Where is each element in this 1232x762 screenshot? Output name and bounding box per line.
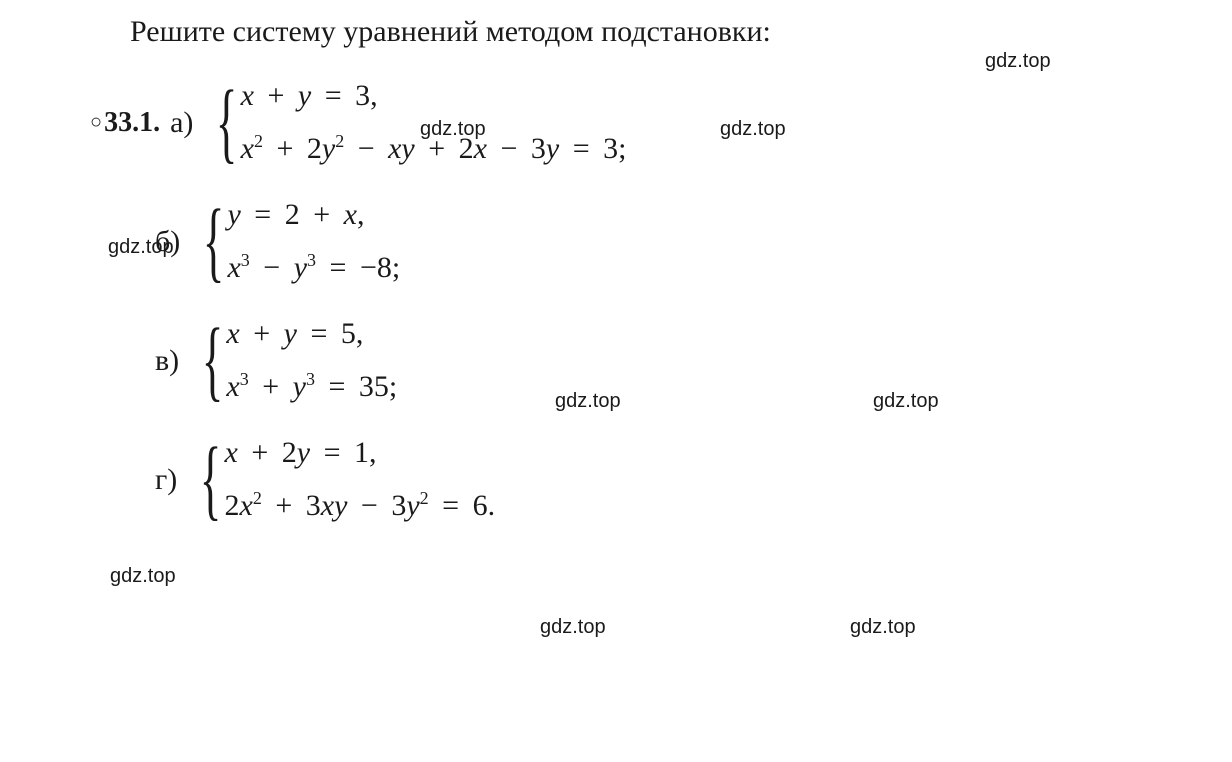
system-d: { x + 2y = 1, 2x2 + 3xy − 3y2 = 6. bbox=[189, 436, 495, 523]
system-c: { x + y = 5, x3 + y3 = 35; bbox=[191, 317, 397, 404]
equation-b2: x3 − y3 = −8; bbox=[227, 250, 400, 285]
watermark: gdz.top bbox=[540, 616, 606, 639]
watermark: gdz.top bbox=[555, 390, 621, 413]
problem-b-row: б) { y = 2 + x, x3 − y3 = −8; bbox=[155, 198, 1232, 285]
equation-d1: x + 2y = 1, bbox=[225, 436, 496, 470]
problem-number: 33.1. bbox=[104, 107, 160, 139]
equations-c: x + y = 5, x3 + y3 = 35; bbox=[226, 317, 397, 404]
problem-d-row: г) { x + 2y = 1, 2x2 + 3xy − 3y2 = 6. bbox=[155, 436, 1232, 523]
brace-icon: { bbox=[200, 444, 222, 516]
equation-c2: x3 + y3 = 35; bbox=[226, 369, 397, 404]
equation-b1: y = 2 + x, bbox=[227, 198, 400, 232]
problem-c-row: в) { x + y = 5, x3 + y3 = 35; bbox=[155, 317, 1232, 404]
brace-icon: { bbox=[203, 206, 225, 278]
system-a: { x + y = 3, x2 + 2y2 − xy + 2x − 3y = 3… bbox=[205, 79, 626, 166]
brace-icon: { bbox=[202, 325, 224, 397]
subproblem-label-a: а) bbox=[170, 106, 193, 140]
watermark: gdz.top bbox=[110, 565, 176, 588]
equation-a1: x + y = 3, bbox=[241, 79, 627, 113]
difficulty-marker: ○ bbox=[90, 111, 102, 134]
subproblem-label-c: в) bbox=[155, 344, 179, 378]
equations-d: x + 2y = 1, 2x2 + 3xy − 3y2 = 6. bbox=[225, 436, 496, 523]
watermark: gdz.top bbox=[850, 616, 916, 639]
watermark: gdz.top bbox=[985, 50, 1051, 73]
watermark: gdz.top bbox=[420, 118, 486, 141]
equation-c1: x + y = 5, bbox=[226, 317, 397, 351]
subproblem-label-d: г) bbox=[155, 463, 177, 497]
system-b: { y = 2 + x, x3 − y3 = −8; bbox=[192, 198, 400, 285]
watermark: gdz.top bbox=[873, 390, 939, 413]
instruction-heading: Решите систему уравнений методом подстан… bbox=[130, 15, 1232, 49]
equations-b: y = 2 + x, x3 − y3 = −8; bbox=[227, 198, 400, 285]
watermark: gdz.top bbox=[108, 236, 174, 259]
problem-a-row: ○ 33.1. а) { x + y = 3, x2 + 2y2 − xy + … bbox=[90, 79, 1232, 166]
watermark: gdz.top bbox=[720, 118, 786, 141]
brace-icon: { bbox=[216, 87, 238, 159]
equation-d2: 2x2 + 3xy − 3y2 = 6. bbox=[225, 488, 496, 523]
